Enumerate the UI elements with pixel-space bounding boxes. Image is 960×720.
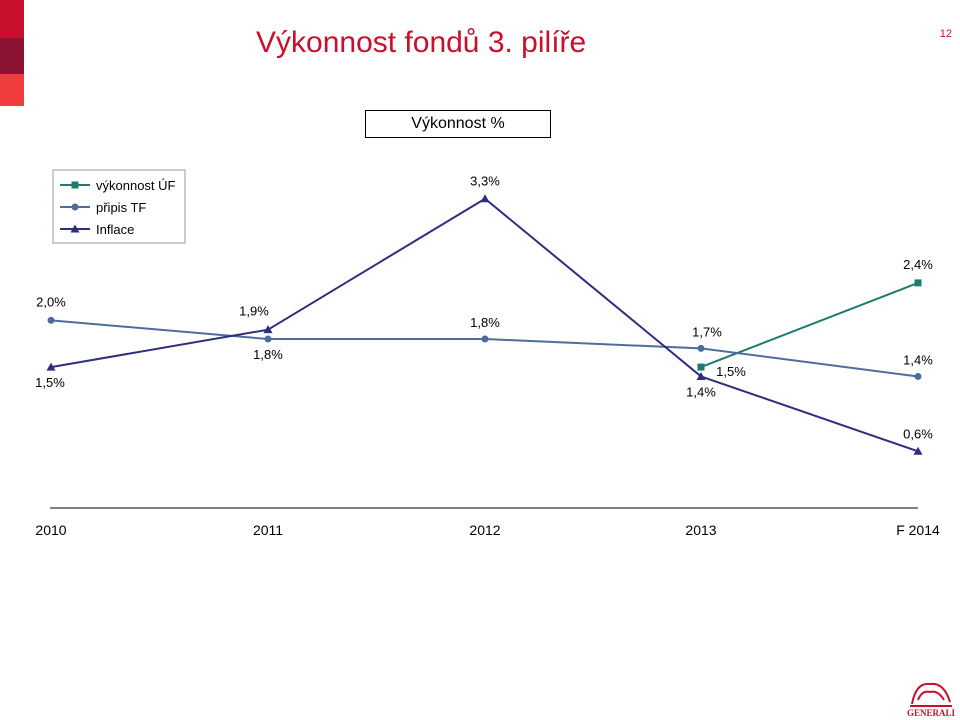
- x-tick-label: F 2014: [896, 522, 940, 538]
- series-layer: [46, 194, 923, 455]
- data-label: 1,8%: [470, 315, 500, 330]
- data-label: 3,3%: [470, 174, 500, 189]
- data-point: [697, 363, 705, 371]
- data-label: 1,8%: [253, 347, 283, 362]
- lion-emblem-icon: [910, 682, 952, 707]
- data-point: [263, 325, 273, 334]
- legend-label: výkonnost ÚF: [96, 178, 176, 193]
- line-chart: výkonnost ÚF připis TF Inflace 1,5% 2,4% 2,0…: [35, 169, 940, 538]
- series-2: [47, 316, 922, 380]
- x-tick-label: 2010: [35, 522, 66, 538]
- x-tick-label: 2012: [469, 522, 500, 538]
- data-point: [264, 335, 272, 343]
- x-tick-label: 2011: [253, 522, 283, 538]
- data-label: 1,4%: [686, 384, 716, 399]
- series-3: [46, 194, 923, 455]
- chart-title: Výkonnost %: [365, 110, 551, 138]
- data-label: 2,4%: [903, 257, 933, 272]
- brand-wordmark: GENERALI: [907, 708, 956, 718]
- accent-bar-middle: [0, 38, 24, 74]
- accent-bar-top: [0, 0, 24, 38]
- generali-logo: GENERALI: [907, 682, 956, 718]
- data-point: [697, 344, 705, 352]
- data-point: [914, 372, 922, 380]
- data-point: [481, 335, 489, 343]
- page-title: Výkonnost fondů 3. pilíře: [256, 26, 587, 59]
- page-number: 12: [939, 28, 952, 40]
- data-point: [913, 446, 923, 455]
- data-point: [696, 371, 706, 380]
- series-1: [697, 279, 922, 371]
- legend-marker: [71, 181, 79, 189]
- x-tick-label: 2013: [685, 522, 716, 538]
- data-point: [914, 279, 922, 287]
- data-label: 1,4%: [903, 352, 933, 367]
- data-label: 1,5%: [716, 364, 746, 379]
- legend-label: Inflace: [96, 222, 134, 237]
- data-labels: 1,5%2,4%2,0%1,8%1,8%1,7%1,4%1,5%1,9%3,3%…: [35, 174, 933, 442]
- data-label: 1,7%: [692, 324, 722, 339]
- series-line: [700, 281, 919, 369]
- data-point: [480, 194, 490, 203]
- legend: výkonnost ÚF připis TF Inflace: [60, 178, 176, 237]
- data-label: 2,0%: [36, 294, 66, 309]
- data-label: 1,9%: [239, 304, 269, 319]
- data-point: [46, 362, 56, 371]
- legend-marker: [71, 203, 79, 211]
- x-axis-tick-labels: 2010 2011 2012 2013 F 2014: [35, 522, 940, 538]
- data-label: 1,5%: [35, 375, 65, 390]
- data-point: [47, 316, 55, 324]
- data-label: 0,6%: [903, 426, 933, 441]
- accent-bar-bottom: [0, 74, 24, 106]
- legend-label: připis TF: [96, 200, 146, 215]
- legend-marker: [70, 224, 80, 233]
